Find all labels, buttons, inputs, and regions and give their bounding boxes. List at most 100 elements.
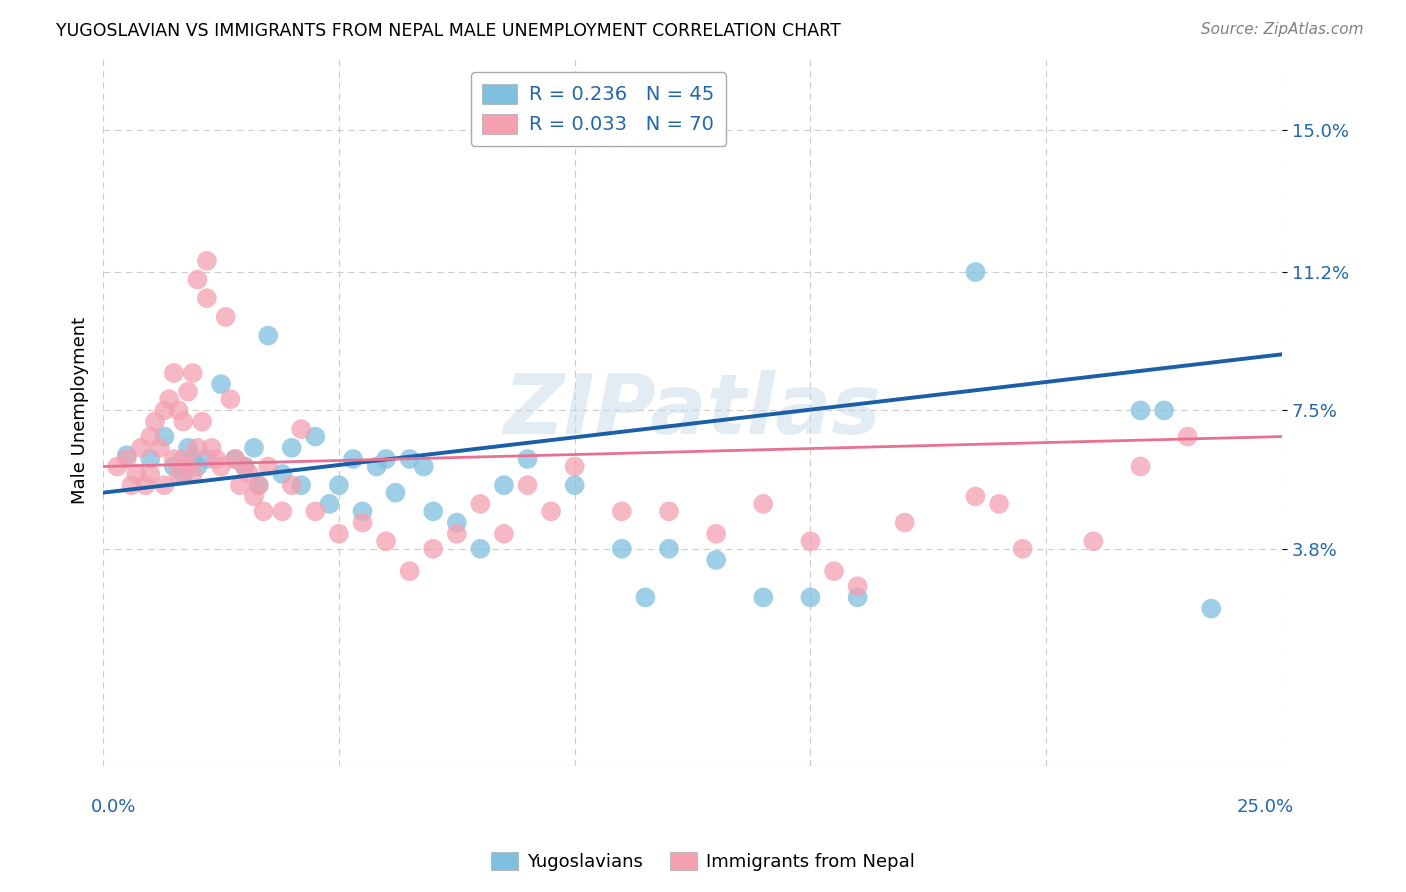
Point: [186, 441, 208, 455]
Point: [209, 459, 232, 474]
Text: YUGOSLAVIAN VS IMMIGRANTS FROM NEPAL MALE UNEMPLOYMENT CORRELATION CHART: YUGOSLAVIAN VS IMMIGRANTS FROM NEPAL MAL…: [56, 22, 841, 40]
Point: [252, 504, 274, 518]
Point: [470, 541, 492, 556]
Point: [247, 478, 270, 492]
Point: [375, 534, 398, 549]
Point: [1011, 541, 1033, 556]
Point: [564, 478, 586, 492]
Point: [195, 253, 218, 268]
Point: [823, 564, 845, 578]
Point: [280, 441, 302, 455]
Point: [328, 526, 350, 541]
Point: [177, 459, 200, 474]
Point: [304, 429, 326, 443]
Point: [893, 516, 915, 530]
Point: [139, 452, 162, 467]
Point: [412, 459, 434, 474]
Point: [167, 467, 190, 481]
Point: [172, 415, 194, 429]
Point: [271, 504, 294, 518]
Point: [224, 452, 246, 467]
Point: [115, 448, 138, 462]
Point: [186, 459, 208, 474]
Point: [177, 384, 200, 399]
Point: [195, 291, 218, 305]
Point: [129, 441, 152, 455]
Point: [446, 526, 468, 541]
Point: [366, 459, 388, 474]
Point: [205, 452, 228, 467]
Point: [172, 467, 194, 481]
Point: [280, 478, 302, 492]
Point: [752, 591, 775, 605]
Point: [186, 272, 208, 286]
Point: [181, 467, 204, 481]
Point: [181, 452, 204, 467]
Point: [1083, 534, 1105, 549]
Point: [446, 516, 468, 530]
Point: [290, 422, 312, 436]
Point: [257, 328, 280, 343]
Point: [233, 459, 256, 474]
Point: [209, 377, 232, 392]
Point: [375, 452, 398, 467]
Point: [177, 441, 200, 455]
Point: [143, 415, 166, 429]
Point: [243, 490, 266, 504]
Point: [1129, 403, 1152, 417]
Point: [153, 429, 176, 443]
Point: [1177, 429, 1199, 443]
Legend: Yugoslavians, Immigrants from Nepal: Yugoslavians, Immigrants from Nepal: [484, 846, 922, 879]
Point: [540, 504, 562, 518]
Point: [658, 541, 681, 556]
Point: [163, 452, 186, 467]
Point: [422, 541, 444, 556]
Point: [153, 478, 176, 492]
Point: [384, 485, 406, 500]
Point: [564, 459, 586, 474]
Point: [516, 452, 538, 467]
Point: [846, 579, 869, 593]
Point: [342, 452, 364, 467]
Point: [799, 534, 821, 549]
Point: [172, 452, 194, 467]
Point: [492, 526, 515, 541]
Point: [224, 452, 246, 467]
Y-axis label: Male Unemployment: Male Unemployment: [72, 317, 89, 504]
Point: [120, 478, 142, 492]
Point: [191, 415, 214, 429]
Text: ZIPatlas: ZIPatlas: [503, 370, 882, 450]
Text: 0.0%: 0.0%: [91, 797, 136, 815]
Point: [229, 478, 252, 492]
Point: [290, 478, 312, 492]
Point: [243, 441, 266, 455]
Point: [219, 392, 242, 407]
Point: [1199, 601, 1222, 615]
Point: [163, 366, 186, 380]
Point: [1153, 403, 1175, 417]
Point: [352, 504, 374, 518]
Point: [163, 459, 186, 474]
Text: Source: ZipAtlas.com: Source: ZipAtlas.com: [1201, 22, 1364, 37]
Point: [752, 497, 775, 511]
Point: [181, 366, 204, 380]
Point: [704, 553, 727, 567]
Point: [167, 403, 190, 417]
Point: [610, 504, 633, 518]
Point: [149, 441, 172, 455]
Point: [422, 504, 444, 518]
Point: [492, 478, 515, 492]
Point: [704, 526, 727, 541]
Point: [195, 452, 218, 467]
Point: [610, 541, 633, 556]
Point: [125, 467, 148, 481]
Point: [398, 564, 420, 578]
Point: [352, 516, 374, 530]
Point: [233, 459, 256, 474]
Point: [115, 452, 138, 467]
Point: [157, 392, 180, 407]
Point: [153, 403, 176, 417]
Point: [328, 478, 350, 492]
Legend: R = 0.236   N = 45, R = 0.033   N = 70: R = 0.236 N = 45, R = 0.033 N = 70: [471, 72, 725, 146]
Point: [304, 504, 326, 518]
